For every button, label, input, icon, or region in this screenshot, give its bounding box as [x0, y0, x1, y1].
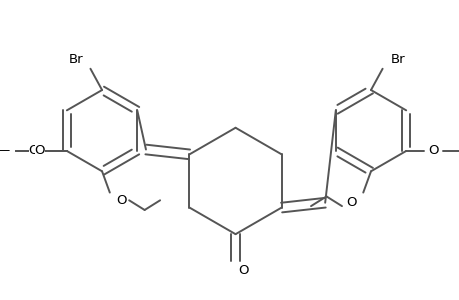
Text: O: O: [28, 145, 39, 158]
Text: O: O: [238, 264, 248, 278]
Text: O: O: [34, 145, 45, 158]
Text: —: —: [0, 145, 10, 158]
Text: Br: Br: [390, 52, 404, 66]
Text: O: O: [116, 194, 126, 207]
Text: Br: Br: [68, 52, 83, 66]
Text: O: O: [427, 145, 437, 158]
Text: O: O: [346, 196, 356, 209]
